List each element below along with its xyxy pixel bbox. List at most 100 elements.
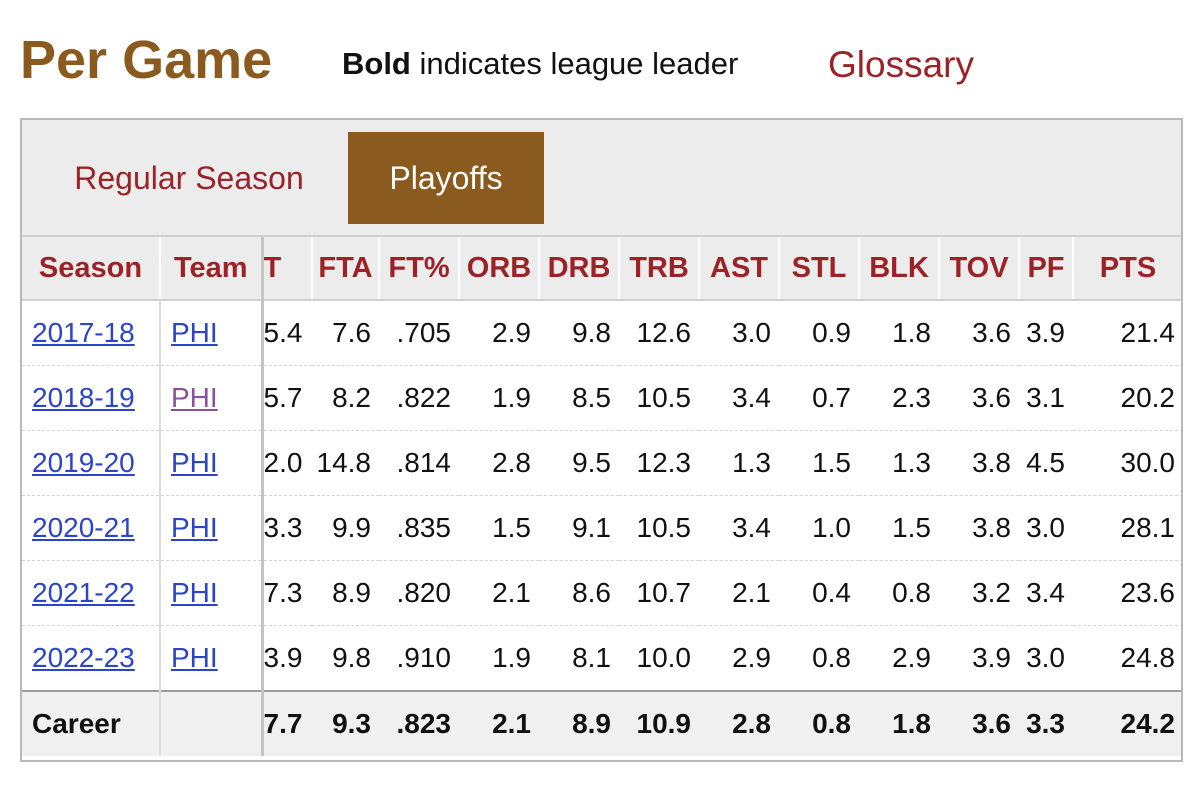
season-cell: 2018-19 — [22, 365, 161, 431]
stl-cell: 0.9 — [779, 300, 859, 366]
pts-cell: 21.4 — [1073, 300, 1181, 366]
trb-cell: 10.7 — [619, 560, 699, 626]
ast-cell: 3.4 — [699, 495, 779, 561]
team-link[interactable]: PHI — [171, 577, 218, 608]
career-pf-cell: 3.3 — [1019, 690, 1073, 756]
fta-cell: 8.9 — [312, 560, 379, 626]
pts-cell: 20.2 — [1073, 365, 1181, 431]
drb-cell: 9.1 — [539, 495, 619, 561]
fta-cell: 9.9 — [312, 495, 379, 561]
column-header-ft-clipped[interactable]: T — [262, 237, 313, 301]
career-blk-cell: 1.8 — [859, 690, 939, 756]
team-cell: PHI — [160, 365, 264, 431]
season-link[interactable]: 2017-18 — [32, 317, 135, 348]
column-header-drb[interactable]: DRB — [539, 237, 620, 301]
team-cell: PHI — [160, 560, 264, 626]
column-header-orb[interactable]: ORB — [459, 237, 540, 301]
career-trb-cell: 10.9 — [619, 690, 699, 756]
season-link[interactable]: 2018-19 — [32, 382, 135, 413]
section-header: Per Game Bold indicates league leader Gl… — [20, 28, 1190, 98]
ft-cell: 3.9 — [262, 625, 312, 692]
career-ft-cell: 7.7 — [262, 690, 312, 756]
section-title: Per Game — [20, 30, 273, 90]
tov-cell: 3.2 — [939, 560, 1019, 626]
season-type-tabs: Regular Season Playoffs — [22, 120, 1181, 237]
pf-cell: 3.0 — [1019, 495, 1073, 561]
team-link[interactable]: PHI — [171, 642, 218, 673]
stl-cell: 0.4 — [779, 560, 859, 626]
season-cell: 2017-18 — [22, 300, 161, 366]
drb-cell: 8.6 — [539, 560, 619, 626]
ft-pct-cell: .910 — [379, 625, 459, 692]
column-header-blk[interactable]: BLK — [859, 237, 940, 301]
blk-cell: 2.9 — [859, 625, 939, 692]
career-label: Career — [22, 690, 161, 756]
tab-playoffs[interactable]: Playoffs — [348, 132, 544, 224]
table-row: 2020-21 PHI 3.3 9.9 .835 1.5 9.1 10.5 3.… — [22, 495, 1181, 561]
fta-cell: 8.2 — [312, 365, 379, 431]
column-header-pts[interactable]: PTS — [1073, 237, 1181, 301]
team-link[interactable]: PHI — [171, 317, 218, 348]
ft-cell: 7.3 — [262, 560, 312, 626]
ast-cell: 1.3 — [699, 430, 779, 496]
column-header-pf[interactable]: PF — [1019, 237, 1074, 301]
drb-cell: 8.5 — [539, 365, 619, 431]
trb-cell: 12.6 — [619, 300, 699, 366]
stl-cell: 1.0 — [779, 495, 859, 561]
pf-cell: 3.0 — [1019, 625, 1073, 692]
bold-legend-note: Bold indicates league leader — [342, 44, 738, 84]
pts-cell: 28.1 — [1073, 495, 1181, 561]
orb-cell: 2.8 — [459, 430, 539, 496]
season-link[interactable]: 2019-20 — [32, 447, 135, 478]
column-header-tov[interactable]: TOV — [939, 237, 1020, 301]
column-header-team[interactable]: Team — [160, 237, 264, 301]
fta-cell: 9.8 — [312, 625, 379, 692]
column-header-season[interactable]: Season — [22, 237, 161, 301]
tab-regular-season[interactable]: Regular Season — [74, 160, 304, 196]
table-row: 2019-20 PHI 2.0 14.8 .814 2.8 9.5 12.3 1… — [22, 430, 1181, 496]
career-team-cell — [160, 690, 264, 756]
tov-cell: 3.8 — [939, 495, 1019, 561]
ft-pct-cell: .820 — [379, 560, 459, 626]
orb-cell: 1.5 — [459, 495, 539, 561]
season-cell: 2021-22 — [22, 560, 161, 626]
season-link[interactable]: 2020-21 — [32, 512, 135, 543]
team-link[interactable]: PHI — [171, 447, 218, 478]
column-header-ft-pct[interactable]: FT% — [379, 237, 460, 301]
drb-cell: 8.1 — [539, 625, 619, 692]
orb-cell: 2.1 — [459, 560, 539, 626]
season-link[interactable]: 2021-22 — [32, 577, 135, 608]
drb-cell: 9.5 — [539, 430, 619, 496]
ft-cell: 5.7 — [262, 365, 312, 431]
pf-cell: 3.9 — [1019, 300, 1073, 366]
bold-legend-word: Bold — [342, 46, 411, 81]
blk-cell: 0.8 — [859, 560, 939, 626]
blk-cell: 1.3 — [859, 430, 939, 496]
fta-cell: 14.8 — [312, 430, 379, 496]
glossary-link[interactable]: Glossary — [828, 44, 974, 85]
career-orb-cell: 2.1 — [459, 690, 539, 756]
ast-cell: 3.0 — [699, 300, 779, 366]
bold-legend-text: indicates league leader — [410, 46, 739, 81]
trb-cell: 10.5 — [619, 495, 699, 561]
ft-pct-cell: .835 — [379, 495, 459, 561]
column-header-ast[interactable]: AST — [699, 237, 780, 301]
orb-cell: 1.9 — [459, 365, 539, 431]
stl-cell: 1.5 — [779, 430, 859, 496]
team-link[interactable]: PHI — [171, 382, 218, 413]
stats-table-container: Regular Season Playoffs Season Team T FT… — [20, 118, 1183, 762]
column-header-stl[interactable]: STL — [779, 237, 860, 301]
column-header-fta[interactable]: FTA — [312, 237, 380, 301]
season-cell: 2022-23 — [22, 625, 161, 692]
column-header-trb[interactable]: TRB — [619, 237, 700, 301]
tov-cell: 3.6 — [939, 365, 1019, 431]
season-link[interactable]: 2022-23 — [32, 642, 135, 673]
pf-cell: 3.4 — [1019, 560, 1073, 626]
per-game-table: Season Team T FTA FT% ORB DRB TRB AST ST… — [22, 237, 1181, 756]
ast-cell: 3.4 — [699, 365, 779, 431]
fta-cell: 7.6 — [312, 300, 379, 366]
season-cell: 2020-21 — [22, 495, 161, 561]
pf-cell: 3.1 — [1019, 365, 1073, 431]
team-cell: PHI — [160, 430, 264, 496]
team-link[interactable]: PHI — [171, 512, 218, 543]
